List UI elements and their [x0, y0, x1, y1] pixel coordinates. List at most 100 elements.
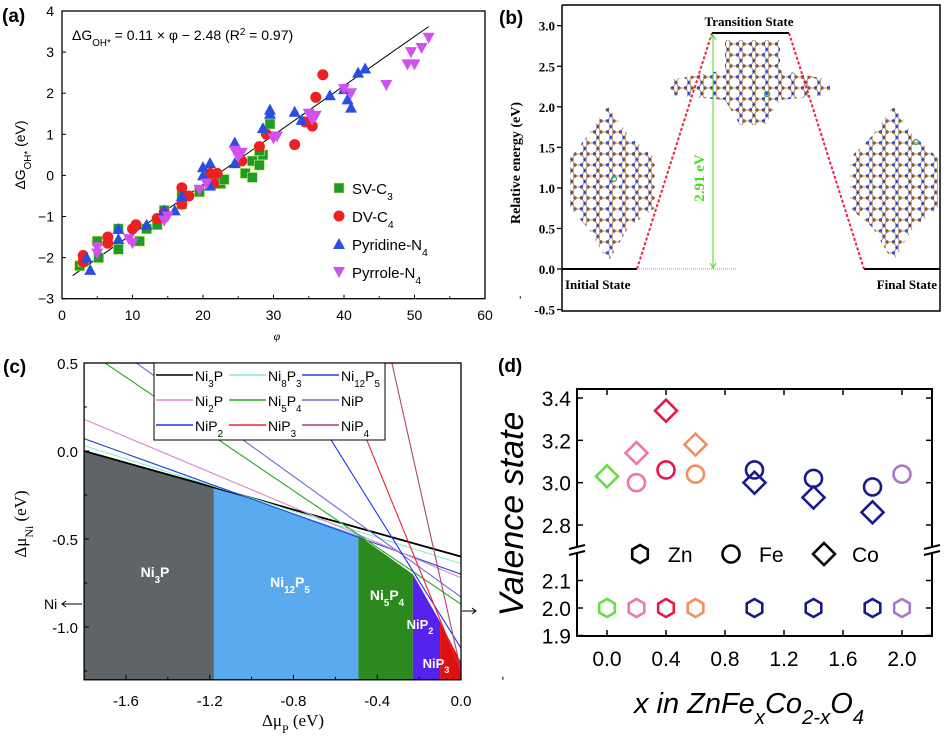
region-ni12p5 [213, 486, 359, 680]
text-span: SV-C [352, 181, 387, 198]
data-point-pyrrole-n4 [309, 110, 322, 122]
text-span: 3 [387, 191, 393, 203]
data-point-dv-c4 [289, 139, 301, 151]
data-point-dv-c4 [102, 237, 114, 249]
data-point-pyridine-n4 [228, 157, 241, 169]
legend-label: Ni2P [195, 393, 223, 415]
text-span: Ni [195, 368, 208, 384]
line-nip2 [282, 363, 462, 649]
region-label: NiP2 [407, 617, 434, 636]
legend-label: SV-C3 [352, 181, 393, 203]
text-span: 5 [384, 598, 390, 609]
data-point-dv-c4 [317, 69, 329, 81]
data-point-sv-c3 [254, 159, 265, 171]
data-point-pyridine-n4 [112, 233, 125, 245]
data-point-pyrrole-n4 [126, 238, 139, 250]
data-point-pyrrole-n4 [415, 42, 428, 54]
legend-marker [630, 543, 650, 565]
text-span: 12 [354, 379, 365, 390]
text-span: (eV) [12, 120, 28, 150]
text-span: 3 [291, 429, 297, 440]
panel-label: (d) [498, 356, 522, 377]
y-axis-label: ΔGOH* (eV) [12, 120, 34, 189]
text-span: NiP [407, 617, 429, 632]
data-point-pyrrole-n4 [193, 184, 206, 196]
data-point-dv-c4 [306, 120, 318, 132]
panel-label: (c) [3, 357, 26, 378]
y-tick-label: 2 [46, 85, 54, 101]
text-span: NiP [423, 656, 445, 671]
text-span: 5 [281, 404, 287, 415]
data-point-pyrrole-n4 [345, 88, 358, 100]
y-tick-label: 3.0 [542, 473, 571, 496]
text-span: 4 [399, 598, 405, 609]
x-tick-label: 50 [407, 307, 423, 323]
y-tick-label: -0.5 [534, 303, 555, 318]
text-span: P [214, 368, 223, 384]
x-tick-label: 0.4 [651, 648, 681, 671]
legend-marker [333, 238, 345, 249]
text-span: NiP [268, 418, 291, 434]
text-span: ΔG [72, 27, 92, 43]
legend-marker [721, 544, 741, 564]
y-tick-label: 1.0 [539, 181, 555, 196]
text-span: P [282, 722, 289, 736]
legend-label: Ni5P4 [268, 393, 302, 415]
legend-label: NiP4 [341, 418, 370, 440]
x-tick-label: 0.8 [710, 648, 739, 671]
data-point-pyridine-n4 [323, 89, 336, 101]
data-point-fe [626, 472, 647, 493]
fit-equation: ΔGOH* = 0.11 × φ − 2.48 (R2 = 0.97) [72, 27, 293, 49]
data-point-pyridine-n4 [204, 157, 217, 169]
final-state-label: Final State [877, 277, 938, 292]
panel-d: (d) 2.8 3.0 3.2 3.4 1.9 2.0 2.1 0.0 0.4 0.8 1.2 1.6 2… [493, 356, 941, 729]
legend-label: Zn [668, 544, 693, 567]
y-axis-label: Relative energy (eV) [509, 102, 524, 224]
text-span: 4 [296, 404, 302, 415]
text-span: x in ZnFe [632, 688, 755, 720]
data-point-co [623, 440, 650, 466]
y-tick-label: −1 [38, 209, 54, 225]
x-axis-label: φ [274, 329, 281, 343]
text-span: Ni [268, 368, 281, 384]
text-span: (eV) [11, 490, 30, 525]
x-axis-label: ΔμP (eV) [262, 711, 324, 736]
text-span: P [160, 564, 169, 580]
text-span: 2 [428, 626, 433, 636]
text-span: Pyrrole-N [352, 265, 415, 282]
data-point-co [594, 463, 620, 490]
data-point-zn [863, 597, 882, 619]
y-tick-label: 0.5 [539, 221, 556, 236]
line-nip4 [391, 363, 462, 672]
text-span: Ni [270, 574, 284, 590]
text-span: 5 [304, 585, 310, 596]
region-label: Ni5P4 [370, 587, 405, 609]
data-point-dv-c4 [130, 219, 142, 231]
region-ni5p4 [358, 535, 413, 680]
arrowhead-icon [471, 607, 477, 615]
region-label: Ni12P5 [270, 574, 310, 596]
plot-frame-lower [576, 554, 933, 637]
data-point-pyrrole-n4 [404, 47, 417, 59]
data-point-pyridine-n4 [140, 218, 153, 230]
text-span: P [389, 587, 398, 603]
text-span: NiP [195, 418, 218, 434]
data-point-dv-c4 [310, 91, 322, 103]
data-point-zn [597, 597, 617, 619]
text-span: x [754, 707, 766, 729]
data-point-pyrrole-n4 [380, 79, 393, 91]
data-point-sv-c3 [247, 172, 258, 183]
y-tick-label: −3 [38, 291, 54, 307]
y-tick-label: 0.0 [539, 262, 555, 277]
x-tick-label: 1.2 [769, 648, 798, 671]
text-span: 4 [388, 219, 394, 231]
y-tick-label: 4 [46, 3, 54, 19]
data-point-pyridine-n4 [175, 189, 188, 201]
text-span: OH* [23, 151, 34, 170]
y-tick-label: 3 [46, 44, 54, 60]
region-label: Ni3P [141, 564, 170, 586]
data-point-pyrrole-n4 [91, 242, 104, 254]
text-span: Δμ [11, 538, 30, 558]
data-point-zn [804, 597, 823, 619]
